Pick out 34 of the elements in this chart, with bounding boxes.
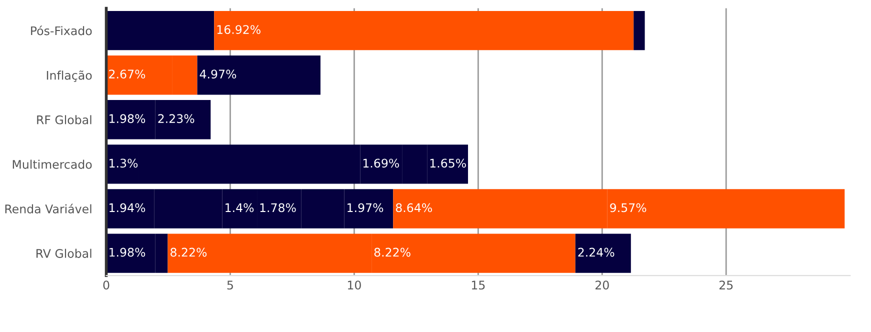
data-label: 1.3%: [110, 158, 138, 168]
data-label: 1.98%: [110, 114, 146, 124]
bar: [106, 10, 214, 50]
data-label: 9.57%: [610, 203, 646, 212]
data-label: 16.92%: [217, 25, 260, 34]
data-label: 2.23%: [158, 114, 194, 124]
data-label: 4.97%: [200, 70, 236, 79]
data-label: 1.65%: [430, 158, 466, 168]
y-tick-label: RF Global: [37, 115, 92, 124]
data-label: 1.69%: [363, 158, 399, 168]
data-label: 8.22%: [170, 248, 207, 257]
y-tick-label: Inflação: [46, 70, 92, 82]
x-tick-label: 15: [472, 280, 485, 290]
bar: [197, 56, 320, 95]
y-tick-label: Renda Variável: [5, 204, 92, 214]
x-tick-label: 5: [227, 280, 233, 290]
data-label: 1.4%: [226, 203, 254, 212]
y-tick-label: Multimercado: [12, 160, 92, 169]
data-label: 1.78%: [260, 203, 296, 212]
x-tick-label: 20: [596, 280, 609, 290]
data-label: 8.64%: [396, 203, 432, 212]
x-tick-label: 0: [103, 280, 110, 290]
data-label: 1.94%: [110, 203, 146, 212]
data-label: 2.67%: [109, 70, 146, 79]
data-label: 1.98%: [110, 248, 146, 257]
x-tick-label: 25: [719, 280, 733, 290]
data-label: 8.22%: [374, 248, 410, 257]
bar: [634, 10, 645, 50]
data-label: 2.24%: [578, 248, 614, 257]
y-tick-label: Pós-Fixado: [31, 26, 92, 36]
x-tick-label: 10: [348, 280, 361, 290]
y-tick-label: RV Global: [36, 248, 92, 258]
bar: [575, 234, 631, 273]
data-label: 1.97%: [348, 203, 384, 212]
